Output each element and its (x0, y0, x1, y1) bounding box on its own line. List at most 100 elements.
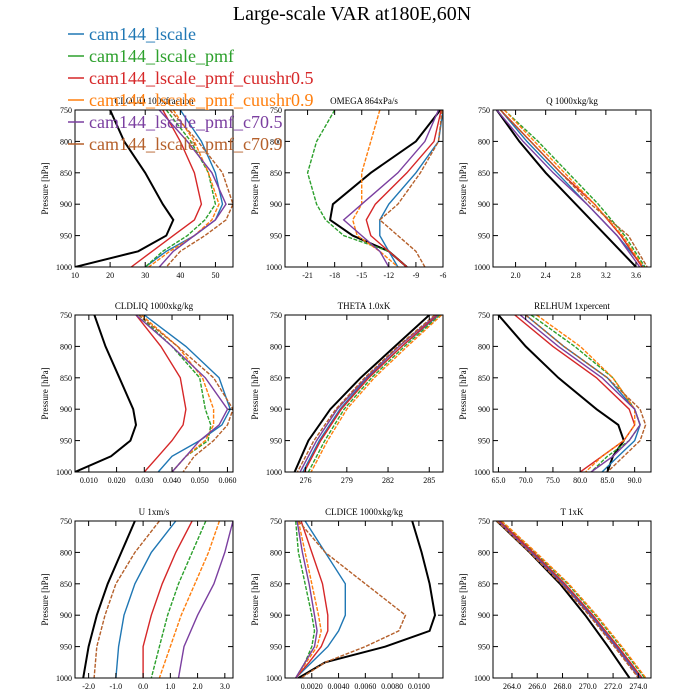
x-tick-label: 276 (300, 476, 312, 485)
legend-label: cam144_lscale_pmf_cuushr0.9 (89, 90, 313, 110)
y-tick-label: 850 (270, 580, 282, 589)
x-tick-label: 2.4 (541, 271, 551, 280)
x-tick-label: 85.0 (600, 476, 614, 485)
series-line-cam144_lscale_pmf (500, 521, 646, 678)
legend-label: cam144_lscale_pmf_c70.9 (89, 134, 282, 154)
x-tick-label: 270.0 (579, 682, 597, 691)
x-tick-label: 40 (176, 271, 184, 280)
y-tick-label: 850 (60, 580, 72, 589)
y-tick-label: 900 (270, 200, 282, 209)
x-tick-label: 2.8 (571, 271, 581, 280)
panel-title: T 1xK (560, 507, 584, 517)
x-tick-label: 3.0 (220, 682, 230, 691)
series-line-cam144_lscale_pmf_c70.5 (177, 521, 233, 678)
plot-frame (492, 109, 652, 268)
plot-frame (284, 520, 444, 679)
legend: cam144_lscalecam144_lscale_pmfcam144_lsc… (68, 24, 313, 154)
series-line-cam144_lscale_pmf_c70.5 (299, 315, 437, 472)
y-tick-label: 750 (270, 106, 282, 115)
series-line-cam144_lscale_pmf_c70.5 (342, 110, 440, 267)
plot-frame (492, 520, 652, 679)
y-tick-label: 950 (478, 643, 490, 652)
y-tick-label: 850 (60, 169, 72, 178)
plot-frame (284, 314, 444, 473)
y-tick-label: 850 (270, 169, 282, 178)
y-tick-label: 900 (60, 611, 72, 620)
x-tick-label: 0.060 (218, 476, 236, 485)
y-tick-label: 800 (478, 342, 490, 351)
y-tick-label: 750 (478, 106, 490, 115)
x-tick-label: 50 (211, 271, 219, 280)
series-line-cam144_lscale_pmf_c70.9 (496, 521, 639, 678)
y-tick-label: 800 (270, 548, 282, 557)
x-tick-label: 0.0100 (408, 682, 430, 691)
y-tick-label: 800 (270, 342, 282, 351)
y-tick-label: 850 (60, 374, 72, 383)
x-tick-label: 0.010 (80, 476, 98, 485)
x-tick-label: 2.0 (193, 682, 203, 691)
x-tick-label: 10 (71, 271, 79, 280)
y-tick-label: 850 (478, 374, 490, 383)
series-line-cam144_lscale_pmf_c70.9 (165, 110, 233, 267)
series-line-cam144_lscale_pmf_cuushr0.9 (536, 315, 636, 472)
y-tick-label: 900 (270, 611, 282, 620)
y-axis-label: Pressure [hPa] (250, 162, 260, 214)
x-tick-label: 3.6 (631, 271, 641, 280)
series-line-cam144_lscale_pmf_c70.9 (93, 521, 160, 678)
series-line-black (82, 521, 136, 678)
plot-frame (284, 109, 444, 268)
series-line-cam144_lscale_pmf_cuushr0.9 (503, 110, 645, 267)
x-tick-label: 2.0 (511, 271, 521, 280)
y-tick-label: 950 (270, 643, 282, 652)
plot-frame (74, 520, 234, 679)
x-tick-label: 272.0 (604, 682, 622, 691)
panel-1: -21 -18 -15 -12 -9 -6 750 800 850 900 950 1000 OMEGA… (250, 96, 446, 280)
x-tick-label: 264.0 (503, 682, 521, 691)
legend-label: cam144_lscale_pmf (89, 46, 234, 66)
x-tick-label: 0.040 (163, 476, 181, 485)
y-axis-label: Pressure [hPa] (458, 367, 468, 419)
x-tick-label: 0.030 (135, 476, 153, 485)
series-line-cam144_lscale_pmf_cuushr0.5 (365, 110, 442, 267)
y-tick-label: 850 (270, 374, 282, 383)
x-tick-label: 0.020 (108, 476, 126, 485)
series-line-cam144_lscale_pmf_c70.9 (525, 315, 647, 472)
panel-4: 276 279 282 285 750 800 850 900 950 1000 THETA 1.0… (250, 301, 444, 485)
y-tick-label: 900 (478, 405, 490, 414)
series-line-cam144_lscale_pmf_c70.5 (497, 521, 641, 678)
y-tick-label: 900 (60, 405, 72, 414)
series-line-cam144_lscale (144, 110, 224, 267)
series-line-cam144_lscale_pmf_cuushr0.9 (148, 110, 220, 267)
y-tick-label: 1000 (56, 468, 72, 477)
series-line-cam144_lscale_pmf_c70.5 (496, 110, 641, 267)
x-tick-label: 65.0 (491, 476, 505, 485)
x-tick-label: 282 (382, 476, 394, 485)
x-tick-label: 0.0020 (301, 682, 323, 691)
series-line-black (495, 110, 637, 267)
y-tick-label: 950 (270, 232, 282, 241)
y-axis-label: Pressure [hPa] (40, 162, 50, 214)
series-line-cam144_lscale_pmf (144, 110, 217, 267)
y-tick-label: 900 (478, 200, 490, 209)
y-tick-label: 850 (478, 580, 490, 589)
series-line-black (75, 315, 138, 472)
legend-label: cam144_lscale_pmf_c70.5 (89, 112, 282, 132)
x-tick-label: 0.0080 (381, 682, 403, 691)
plot-frame (74, 109, 234, 268)
x-tick-label: -9 (413, 271, 420, 280)
y-axis-label: Pressure [hPa] (458, 162, 468, 214)
series-line-cam144_lscale_pmf_cuushr0.9 (158, 521, 221, 678)
x-tick-label: 3.2 (601, 271, 611, 280)
y-tick-label: 750 (60, 106, 72, 115)
y-tick-label: 900 (478, 611, 490, 620)
panel-title: Q 1000xkg/kg (546, 96, 598, 106)
series-line-cam144_lscale_pmf_cuushr0.5 (303, 315, 438, 472)
series-line-cam144_lscale_pmf_c70.5 (158, 110, 227, 267)
x-tick-label: 90.0 (628, 476, 642, 485)
x-tick-label: -2.0 (82, 682, 95, 691)
series-line-cam144_lscale (295, 521, 346, 678)
x-tick-label: 0.050 (191, 476, 209, 485)
series-line-black (329, 110, 442, 267)
x-tick-label: 274.0 (629, 682, 647, 691)
